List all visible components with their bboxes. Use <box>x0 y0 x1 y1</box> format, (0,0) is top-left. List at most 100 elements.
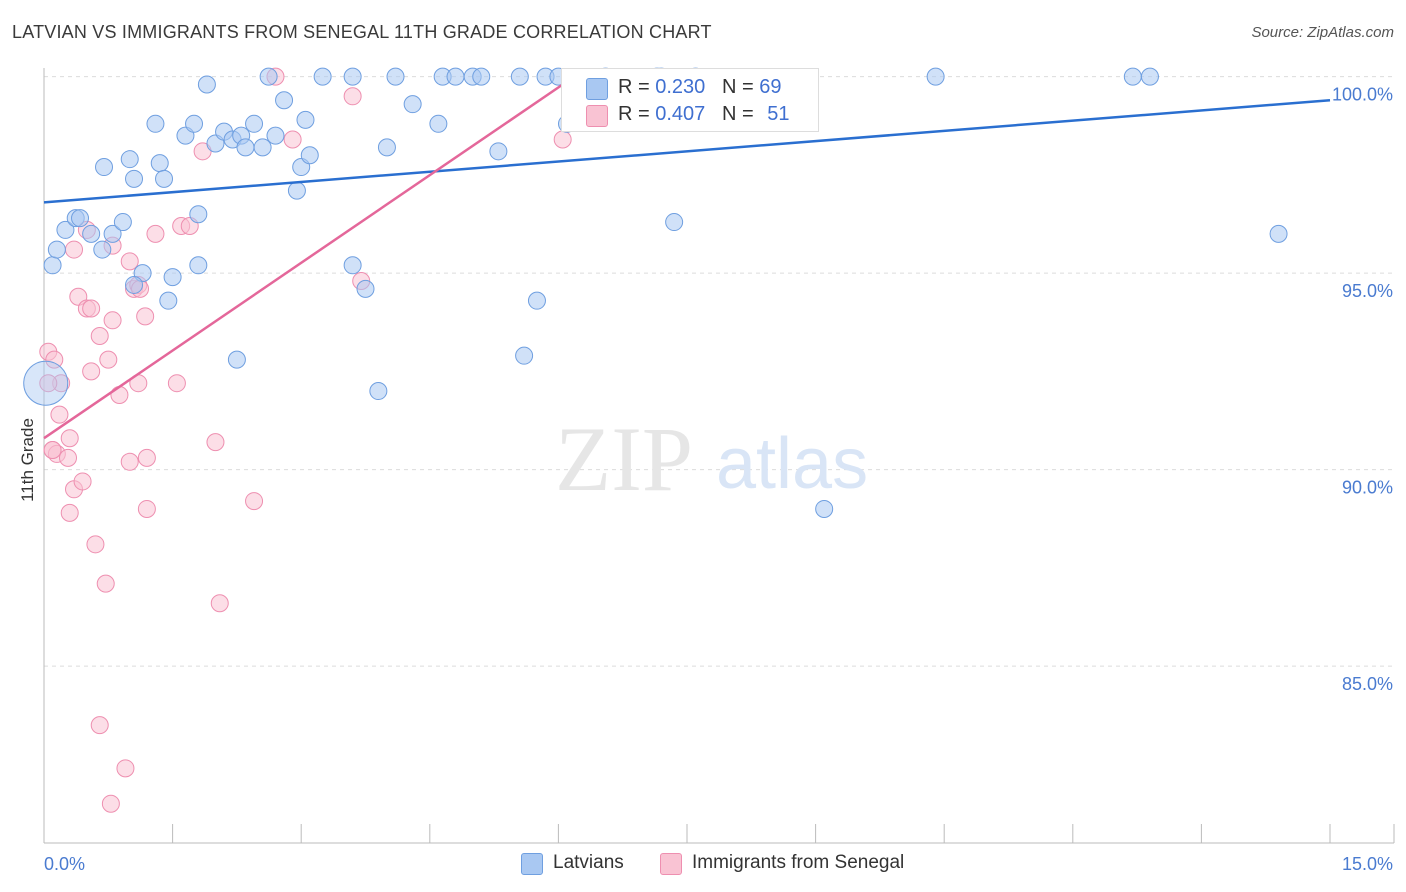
data-point <box>472 67 491 86</box>
legend-n-value-senegal: 51 <box>767 103 790 125</box>
data-point <box>527 291 546 310</box>
data-point <box>163 268 182 287</box>
data-point <box>137 499 156 518</box>
watermark-zip: ZIP <box>555 408 693 510</box>
data-point <box>313 67 332 86</box>
x-tick-label-min: 0.0% <box>44 854 85 874</box>
data-point <box>369 382 388 401</box>
y-axis-label: 11th Grade <box>18 418 37 502</box>
data-point <box>120 150 139 169</box>
data-point <box>43 256 62 275</box>
data-point <box>93 240 112 259</box>
data-point-cluster <box>23 360 69 406</box>
data-point <box>227 350 246 369</box>
data-point <box>86 535 105 554</box>
trend-lines <box>43 83 1331 440</box>
data-point <box>125 275 144 294</box>
series-immigrants-from-senegal <box>39 67 572 813</box>
data-point <box>159 291 178 310</box>
watermark-atlas: atlas <box>716 424 868 504</box>
data-point <box>189 205 208 224</box>
legend-r-label: R = <box>618 76 650 98</box>
data-point <box>71 209 90 228</box>
data-point <box>245 114 264 133</box>
legend-r-label: R = <box>618 103 650 125</box>
data-point <box>90 327 109 346</box>
data-point <box>136 307 155 326</box>
data-point <box>343 256 362 275</box>
data-point <box>59 448 78 467</box>
data-point <box>113 213 132 232</box>
data-point <box>73 472 92 491</box>
data-point <box>259 67 278 86</box>
data-point <box>103 224 122 243</box>
data-point <box>377 138 396 157</box>
data-point <box>45 350 64 369</box>
data-point <box>197 75 216 94</box>
data-point <box>47 240 66 259</box>
data-point <box>167 374 186 393</box>
data-point <box>665 213 684 232</box>
legend-swatch-senegal <box>586 105 608 127</box>
data-point <box>120 252 139 271</box>
tick-labels: 100.0% 95.0% 90.0% 85.0% 0.0% 15.0% <box>44 85 1393 874</box>
data-point <box>125 169 144 188</box>
legend-r-value-latvians: 0.230 <box>655 76 706 98</box>
x-tick-label-max: 15.0% <box>1342 854 1393 874</box>
legend-swatch-latvians <box>586 78 608 100</box>
data-point <box>146 114 165 133</box>
data-point <box>343 67 362 86</box>
data-point <box>287 181 306 200</box>
data-point <box>56 220 75 239</box>
data-point <box>82 299 101 318</box>
data-point <box>386 67 405 86</box>
data-point <box>553 130 572 149</box>
data-point <box>95 158 114 177</box>
data-point <box>82 224 101 243</box>
data-point <box>245 492 264 511</box>
data-point <box>1123 67 1142 86</box>
y-tick-label: 85.0% <box>1342 674 1393 694</box>
legend-r-value-senegal: 0.407 <box>655 103 706 125</box>
data-point <box>101 794 120 813</box>
data-point <box>150 154 169 173</box>
data-point <box>253 138 272 157</box>
data-point <box>515 346 534 365</box>
data-point <box>96 574 115 593</box>
data-point <box>137 448 156 467</box>
data-point <box>1269 224 1288 243</box>
data-point <box>146 224 165 243</box>
data-point <box>236 138 255 157</box>
data-point <box>65 240 84 259</box>
data-point <box>300 146 319 165</box>
data-point <box>120 452 139 471</box>
trend-line-latvians <box>43 98 1331 204</box>
data-point <box>210 594 229 613</box>
data-point <box>489 142 508 161</box>
chart-title: LATVIAN VS IMMIGRANTS FROM SENEGAL 11TH … <box>12 22 712 42</box>
data-point <box>82 362 101 381</box>
data-point <box>43 441 62 459</box>
bottom-legend-label-senegal: Immigrants from Senegal <box>692 852 905 873</box>
data-point <box>103 311 122 330</box>
axes <box>43 68 1395 844</box>
data-point <box>189 256 208 275</box>
data-point <box>39 374 58 393</box>
grid-lines <box>44 76 1394 667</box>
data-point <box>110 385 129 404</box>
data-point <box>429 114 448 133</box>
data-point <box>446 67 465 86</box>
data-point <box>266 126 285 145</box>
data-point <box>99 350 118 369</box>
legend-n-label: N = <box>721 76 754 98</box>
data-point <box>206 433 225 452</box>
data-point <box>296 110 315 129</box>
data-point <box>185 114 204 133</box>
y-tick-label: 100.0% <box>1332 85 1393 105</box>
chart-source: Source: ZipAtlas.com <box>1251 24 1394 41</box>
trend-line-senegal <box>43 83 564 440</box>
data-point <box>60 429 79 448</box>
data-point <box>356 279 375 298</box>
bottom-legend-label-latvians: Latvians <box>553 852 624 873</box>
data-point <box>926 67 945 86</box>
